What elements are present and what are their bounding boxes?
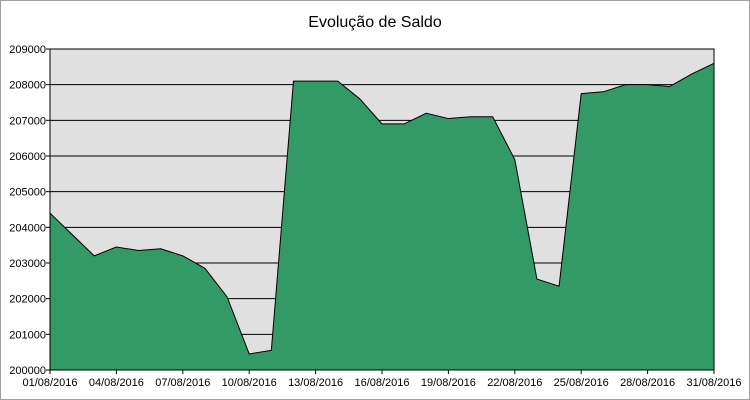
chart-title: Evolução de Saldo [308, 14, 442, 31]
x-axis: 01/08/2016 04/08/2016 07/08/2016 10/08/2016… [22, 370, 742, 389]
y-tick-label: 203000 [9, 258, 46, 270]
x-tick-label: 13/08/2016 [288, 377, 343, 389]
series-area-fill [49, 62, 715, 371]
y-tick-label: 207000 [9, 115, 46, 127]
y-tick-label: 205000 [9, 187, 46, 199]
y-axis: 200000 201000 202000 203000 204000 205000 2060… [9, 44, 50, 377]
y-tick-label: 200000 [9, 365, 46, 377]
x-tick-label: 07/08/2016 [155, 377, 210, 389]
x-tick-label: 19/08/2016 [421, 377, 476, 389]
x-tick-label: 22/08/2016 [487, 377, 542, 389]
y-tick-label: 201000 [9, 329, 46, 341]
x-tick-label: 25/08/2016 [554, 377, 609, 389]
x-tick-label: 16/08/2016 [354, 377, 409, 389]
y-tick-label: 208000 [9, 80, 46, 92]
x-tick-label: 31/08/2016 [686, 377, 741, 389]
y-tick-label: 202000 [9, 294, 46, 306]
y-tick-label: 206000 [9, 151, 46, 163]
x-tick-label: 10/08/2016 [222, 377, 277, 389]
y-tick-label: 204000 [9, 222, 46, 234]
x-tick-label: 01/08/2016 [22, 377, 77, 389]
y-tick-label: 209000 [9, 44, 46, 56]
x-tick-label: 04/08/2016 [89, 377, 144, 389]
x-tick-label: 28/08/2016 [620, 377, 675, 389]
